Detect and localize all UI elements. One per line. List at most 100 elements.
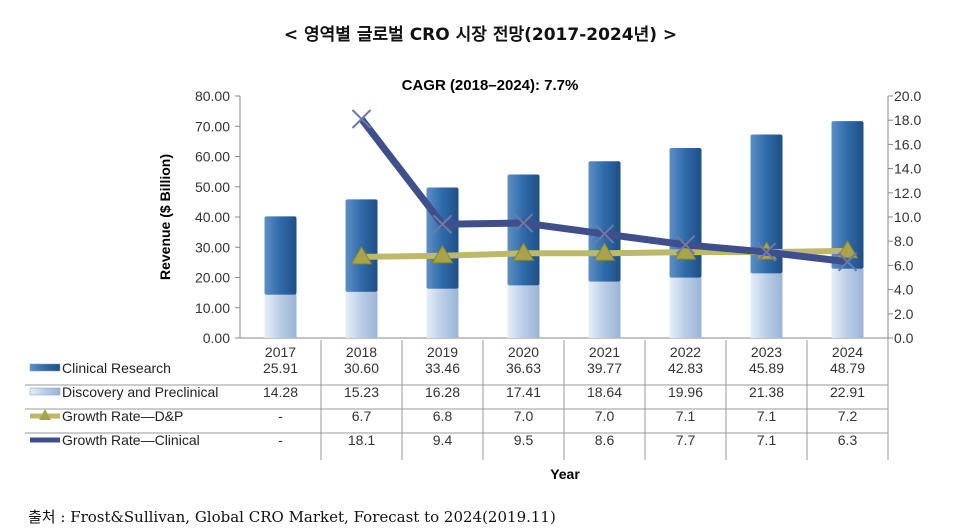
- y-tick-label: 10.00: [195, 300, 230, 316]
- x-tick-label: 2019: [427, 344, 458, 360]
- x-tick-label: 2024: [832, 344, 863, 360]
- data-table-cell: 30.60: [344, 360, 379, 376]
- y-axis-title: Revenue ($ Billion): [157, 154, 173, 280]
- x-tick-label: 2017: [265, 344, 296, 360]
- data-table-cell: 6.8: [433, 408, 453, 424]
- bar-clinical-2018: [345, 199, 378, 292]
- legend-swatch: [29, 387, 61, 396]
- data-table-cell: 7.0: [595, 408, 615, 424]
- marker-growth-dp: [431, 244, 454, 264]
- y2-tick-label: 18.0: [894, 112, 921, 128]
- data-table-cell: 18.64: [587, 384, 622, 400]
- data-table-cell: 14.28: [263, 384, 298, 400]
- data-table-cell: 7.1: [757, 432, 777, 448]
- data-table-cell: 25.91: [263, 360, 298, 376]
- data-table-cell: 6.3: [838, 432, 858, 448]
- data-table-cell: 9.5: [514, 432, 534, 448]
- data-table-cell: 18.1: [348, 432, 375, 448]
- y2-tick-label: 8.0: [894, 233, 914, 249]
- data-table-cell: 21.38: [749, 384, 784, 400]
- source-note: 출처 : Frost&Sullivan, Global CRO Market, …: [28, 508, 556, 526]
- y-tick-label: 30.00: [195, 239, 230, 255]
- y-tick-label: 70.00: [195, 118, 230, 134]
- marker-growth-dp: [836, 239, 859, 259]
- y-tick-label: 50.00: [195, 179, 230, 195]
- data-table-cell: -: [278, 432, 283, 448]
- legend-swatch: [29, 363, 61, 372]
- y-tick-label: 80.00: [195, 88, 230, 104]
- data-table-cell: 7.1: [676, 408, 696, 424]
- bar-discovery-2018: [345, 291, 378, 338]
- data-table-cell: 16.28: [425, 384, 460, 400]
- x-tick-label: 2023: [751, 344, 782, 360]
- data-table-cell: 7.0: [514, 408, 534, 424]
- data-table-cell: 22.91: [830, 384, 865, 400]
- x-tick-label: 2020: [508, 344, 539, 360]
- y2-tick-label: 16.0: [894, 136, 921, 152]
- data-table-cell: 9.4: [433, 432, 453, 448]
- x-tick-label: 2022: [670, 344, 701, 360]
- data-table-cell: 7.1: [757, 408, 777, 424]
- data-table-cell: 42.83: [668, 360, 703, 376]
- bar-discovery-2023: [750, 273, 783, 338]
- bar-clinical-2019: [426, 187, 459, 289]
- bar-discovery-2020: [507, 285, 540, 338]
- data-table-cell: 7.2: [838, 408, 858, 424]
- data-table-cell: 6.7: [352, 408, 372, 424]
- marker-growth-clinical: [837, 252, 858, 272]
- data-table-cell: 39.77: [587, 360, 622, 376]
- legend-label: Growth Rate—D&P: [62, 408, 183, 424]
- legend-label: Growth Rate—Clinical: [62, 432, 200, 448]
- bar-clinical-2021: [588, 161, 621, 282]
- bar-clinical-2020: [507, 174, 540, 286]
- data-table-cell: 15.23: [344, 384, 379, 400]
- data-table-cell: 48.79: [830, 360, 865, 376]
- data-table-cell: 45.89: [749, 360, 784, 376]
- y-tick-label: 60.00: [195, 149, 230, 165]
- x-axis-title: Year: [550, 466, 580, 482]
- y2-tick-label: 20.0: [894, 88, 921, 104]
- y-tick-label: 20.00: [195, 270, 230, 286]
- bar-clinical-2017: [264, 216, 297, 295]
- marker-growth-dp: [350, 245, 373, 265]
- data-table-cell: 8.6: [595, 432, 615, 448]
- marker-growth-clinical: [432, 214, 453, 234]
- y2-tick-label: 12.0: [894, 185, 921, 201]
- marker-growth-clinical: [675, 235, 696, 255]
- marker-growth-dp: [593, 242, 616, 261]
- marker-growth-dp: [512, 242, 535, 261]
- bar-discovery-2021: [588, 281, 621, 338]
- legend-label: Clinical Research: [62, 360, 171, 376]
- bar-discovery-2024: [831, 268, 864, 338]
- y2-tick-label: 14.0: [894, 161, 921, 177]
- y2-tick-label: 0.0: [894, 330, 914, 346]
- y2-tick-label: 10.0: [894, 209, 921, 225]
- bar-clinical-2024: [831, 121, 864, 269]
- legend-label: Discovery and Preclinical: [62, 384, 218, 400]
- data-table-cell: 33.46: [425, 360, 460, 376]
- bar-discovery-2019: [426, 288, 459, 338]
- data-table-cell: -: [278, 408, 283, 424]
- data-table-cell: 17.41: [506, 384, 541, 400]
- y2-tick-label: 6.0: [894, 257, 914, 273]
- x-tick-label: 2021: [589, 344, 620, 360]
- page-title: < 영역별 글로벌 CRO 시장 전망(2017-2024년) >: [283, 25, 678, 45]
- y2-tick-label: 4.0: [894, 282, 914, 298]
- data-table-cell: 7.7: [676, 432, 696, 448]
- legend-marker: [39, 409, 51, 420]
- y2-tick-label: 2.0: [894, 306, 914, 322]
- y-tick-label: 0.00: [203, 330, 230, 346]
- marker-growth-clinical: [513, 213, 534, 233]
- bar-discovery-2022: [669, 277, 702, 338]
- bar-discovery-2017: [264, 294, 297, 338]
- marker-growth-clinical: [594, 224, 615, 244]
- y-tick-label: 40.00: [195, 209, 230, 225]
- bar-clinical-2023: [750, 134, 783, 274]
- cagr-annotation: CAGR (2018–2024): 7.7%: [402, 77, 579, 94]
- marker-growth-clinical: [756, 242, 777, 262]
- data-table-cell: 36.63: [506, 360, 541, 376]
- x-tick-label: 2018: [346, 344, 377, 360]
- data-table-cell: 19.96: [668, 384, 703, 400]
- marker-growth-clinical: [351, 109, 372, 129]
